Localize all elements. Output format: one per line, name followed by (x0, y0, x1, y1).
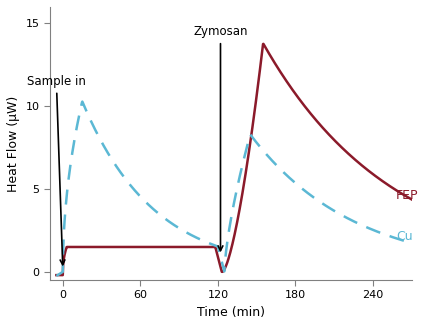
Text: Cu: Cu (395, 230, 412, 243)
Text: Zymosan: Zymosan (193, 25, 247, 251)
Text: FEP: FEP (395, 189, 418, 202)
Text: Sample in: Sample in (27, 75, 86, 265)
Y-axis label: Heat Flow (μW): Heat Flow (μW) (7, 96, 20, 192)
X-axis label: Time (min): Time (min) (196, 306, 264, 319)
